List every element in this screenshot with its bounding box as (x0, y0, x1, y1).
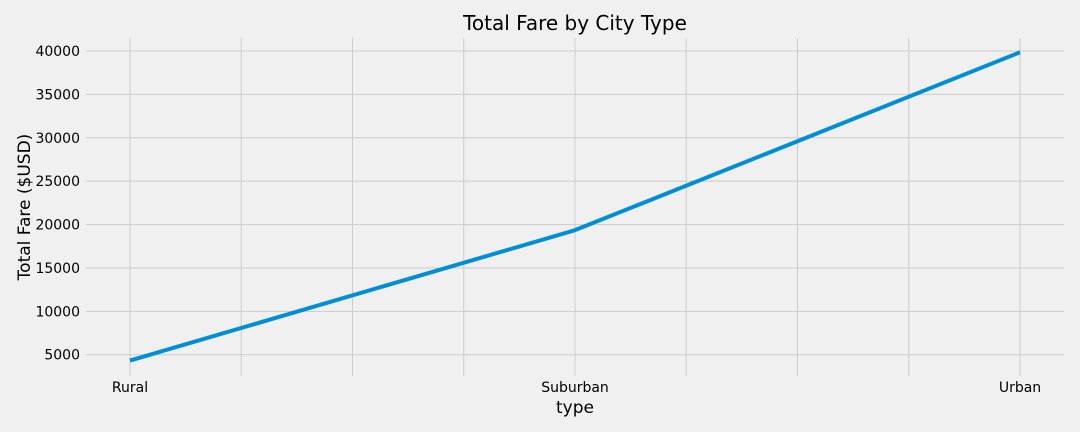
x-tick-label: Suburban (541, 380, 609, 396)
y-tick-labels: 5000 10000 15000 20000 25000 30000 35000 40000 (35, 44, 80, 364)
series-layer (129, 50, 1021, 363)
y-axis-label: Total Fare ($USD) (15, 134, 35, 282)
y-tick-label: 35000 (35, 87, 80, 103)
x-axis-label: type (556, 398, 594, 418)
y-tick-label: 10000 (35, 304, 80, 320)
y-tick-label: 25000 (35, 174, 80, 190)
x-tick-label: Rural (112, 380, 148, 396)
y-tick-label: 40000 (35, 44, 80, 60)
y-tick-label: 30000 (35, 131, 80, 147)
x-tick-labels: Rural Suburban Urban (112, 380, 1041, 396)
chart-title: Total Fare by City Type (462, 11, 687, 35)
x-tick-label: Urban (999, 380, 1041, 396)
y-tick-label: 20000 (35, 218, 80, 234)
grid-lines (86, 38, 1064, 376)
y-tick-label: 5000 (44, 348, 80, 364)
y-tick-label: 15000 (35, 261, 80, 277)
